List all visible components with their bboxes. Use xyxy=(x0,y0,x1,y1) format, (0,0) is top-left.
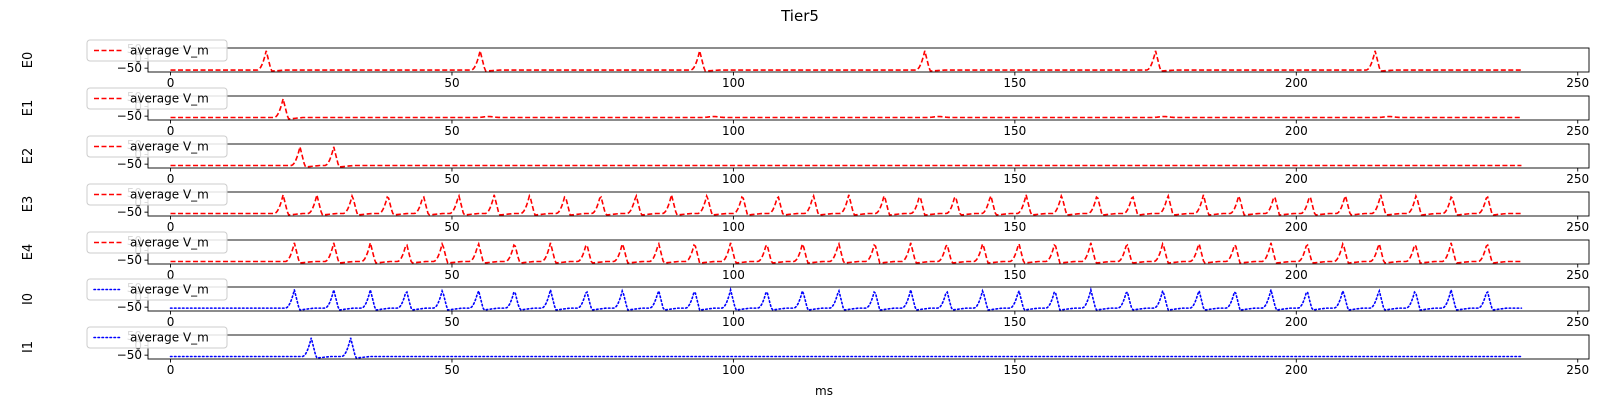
legend-box xyxy=(86,183,228,206)
x-tick-label: 150 xyxy=(1003,315,1026,329)
x-tick-label: 50 xyxy=(444,363,459,377)
x-tick-label: 150 xyxy=(1003,363,1026,377)
x-tick-label: 100 xyxy=(722,220,745,234)
x-tick-label: 50 xyxy=(444,268,459,282)
x-tick-label: 0 xyxy=(167,220,175,234)
x-tick-label: 200 xyxy=(1285,268,1308,282)
x-tick-label: 250 xyxy=(1566,315,1589,329)
y-tick-label: −50 xyxy=(117,253,142,267)
panels-group: 50 0 −50 0 50 100 150 200 250 E0 average V_m 50 0 −50… xyxy=(21,39,1590,377)
x-tick-label: 100 xyxy=(722,76,745,90)
x-tick-label: 150 xyxy=(1003,172,1026,186)
legend-i0: average V_m xyxy=(86,278,228,301)
y-axis-label-e0: E0 xyxy=(21,52,36,69)
x-tick-label: 200 xyxy=(1285,315,1308,329)
y-tick-label: −50 xyxy=(117,109,142,123)
series-line-e3 xyxy=(170,193,1522,216)
legend-label: average V_m xyxy=(130,283,209,297)
series-line-i1 xyxy=(169,337,1523,359)
x-tick-label: 0 xyxy=(167,315,175,329)
y-tick-label: −50 xyxy=(117,300,142,314)
x-tick-label: 100 xyxy=(722,124,745,138)
legend-label: average V_m xyxy=(130,188,209,202)
legend-box xyxy=(86,231,228,254)
x-tick-label: 150 xyxy=(1003,220,1026,234)
x-tick-label: 200 xyxy=(1285,363,1308,377)
legend-label: average V_m xyxy=(130,140,209,154)
x-tick-label: 250 xyxy=(1566,172,1589,186)
x-tick-label: 150 xyxy=(1003,268,1026,282)
x-tick-label: 0 xyxy=(167,172,175,186)
x-tick-label: 200 xyxy=(1285,124,1308,138)
x-tick-label: 250 xyxy=(1566,363,1589,377)
y-axis-label-i0: I0 xyxy=(21,293,36,305)
y-axis-label-i1: I1 xyxy=(21,341,36,353)
y-axis-label-e2: E2 xyxy=(21,148,36,165)
legend-label: average V_m xyxy=(130,236,209,250)
x-tick-label: 0 xyxy=(167,124,175,138)
x-tick-label: 0 xyxy=(167,268,175,282)
y-axis-label-e3: E3 xyxy=(21,196,36,213)
x-tick-label: 200 xyxy=(1285,220,1308,234)
x-tick-label: 200 xyxy=(1285,76,1308,90)
x-tick-label: 50 xyxy=(444,172,459,186)
series-line-e4 xyxy=(170,241,1522,264)
y-axis-label-e4: E4 xyxy=(21,244,36,261)
legend-box xyxy=(86,87,228,110)
x-tick-label: 100 xyxy=(722,172,745,186)
y-tick-label: −50 xyxy=(117,205,142,219)
x-tick-label: 150 xyxy=(1003,124,1026,138)
legend-e1: average V_m xyxy=(86,87,228,110)
y-tick-label: −50 xyxy=(117,157,142,171)
x-tick-label: 50 xyxy=(444,220,459,234)
legend-box xyxy=(86,278,228,301)
legend-i1: average V_m xyxy=(86,326,228,349)
series-line-e0 xyxy=(170,50,1522,72)
legend-e3: average V_m xyxy=(86,183,228,206)
x-axis-label: ms xyxy=(815,384,833,398)
legend-e2: average V_m xyxy=(86,135,228,158)
x-tick-label: 150 xyxy=(1003,76,1026,90)
x-tick-label: 100 xyxy=(722,315,745,329)
x-tick-label: 250 xyxy=(1566,124,1589,138)
y-tick-label: −50 xyxy=(117,348,142,362)
y-axis-label-e1: E1 xyxy=(21,100,36,117)
x-tick-label: 100 xyxy=(722,268,745,282)
series-line-e2 xyxy=(170,146,1522,168)
y-tick-label: −50 xyxy=(117,61,142,75)
legend-box xyxy=(86,326,228,349)
x-tick-label: 50 xyxy=(444,76,459,90)
legend-label: average V_m xyxy=(130,331,209,345)
x-tick-label: 50 xyxy=(444,124,459,138)
x-tick-label: 250 xyxy=(1566,220,1589,234)
x-tick-label: 250 xyxy=(1566,268,1589,282)
x-tick-label: 100 xyxy=(722,363,745,377)
x-tick-label: 0 xyxy=(167,76,175,90)
legend-box xyxy=(86,39,228,62)
x-tick-label: 200 xyxy=(1285,172,1308,186)
x-tick-label: 0 xyxy=(167,363,175,377)
legend-box xyxy=(86,135,228,158)
chart-title: Tier5 xyxy=(780,7,819,25)
legend-label: average V_m xyxy=(130,44,209,58)
x-tick-label: 250 xyxy=(1566,76,1589,90)
legend-e0: average V_m xyxy=(86,39,228,62)
legend-label: average V_m xyxy=(130,92,209,106)
legend-e4: average V_m xyxy=(86,231,228,254)
series-line-i0 xyxy=(169,286,1523,311)
x-tick-label: 50 xyxy=(444,315,459,329)
